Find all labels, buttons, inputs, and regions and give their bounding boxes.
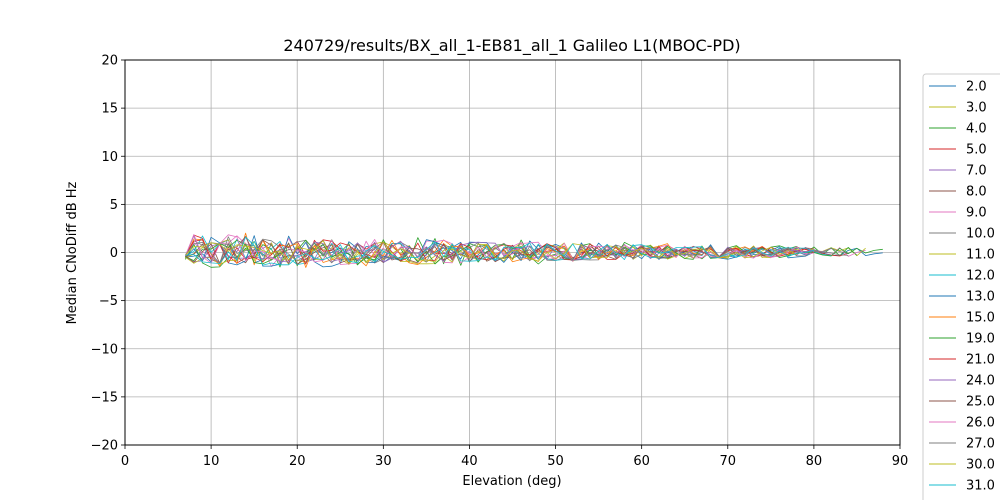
legend-label: 5.0 (966, 143, 987, 158)
y-tick-label: 5 (110, 198, 118, 213)
y-tick-label: 0 (110, 246, 118, 261)
legend-label: 2.0 (966, 80, 987, 95)
legend-label: 25.0 (966, 395, 995, 410)
y-tick-label: −15 (91, 390, 118, 405)
chart-title: 240729/results/BX_all_1-EB81_all_1 Galil… (283, 36, 740, 56)
series-line (184, 236, 849, 264)
series-line (184, 235, 832, 264)
x-tick-label: 0 (121, 454, 129, 469)
plot-series (184, 232, 883, 268)
legend: 2.0 3.0 4.0 5.0 7.0 8.0 9.0 10.0 11.0 12.0 13.0 15.… (922, 73, 1000, 500)
y-tick-label: −5 (99, 294, 118, 309)
series-line (185, 240, 797, 265)
legend-label: 8.0 (966, 185, 987, 200)
y-tick-label: −20 (91, 439, 118, 454)
legend-label: 3.0 (966, 101, 987, 116)
x-tick-label: 60 (633, 454, 650, 469)
legend-label: 9.0 (966, 206, 987, 221)
legend-label: 24.0 (966, 374, 995, 389)
legend-label: 7.0 (966, 164, 987, 179)
legend-label: 19.0 (966, 332, 995, 347)
y-tick-label: −10 (91, 342, 118, 357)
legend-label: 11.0 (966, 248, 995, 263)
legend-label: 13.0 (966, 290, 995, 305)
x-tick-label: 40 (461, 454, 478, 469)
legend-label: 4.0 (966, 122, 987, 137)
x-axis-label: Elevation (deg) (462, 474, 561, 489)
legend-label: 15.0 (966, 311, 995, 326)
x-tick-label: 20 (289, 454, 306, 469)
legend-label: 21.0 (966, 353, 995, 368)
x-tick-label: 70 (720, 454, 737, 469)
axis-ticks: 0 10 20 30 40 50 60 70 80 90 −20 −15 −10 −5 0 5 10 15 20 (91, 54, 909, 470)
series-line (185, 236, 815, 266)
x-tick-label: 80 (806, 454, 823, 469)
legend-label: 31.0 (966, 479, 995, 494)
x-tick-label: 90 (892, 454, 909, 469)
legend-label: 30.0 (966, 458, 995, 473)
y-tick-label: 15 (101, 102, 118, 117)
x-tick-label: 10 (203, 454, 220, 469)
legend-label: 27.0 (966, 437, 995, 452)
legend-label: 12.0 (966, 269, 995, 284)
legend-label: 10.0 (966, 227, 995, 242)
y-tick-label: 20 (101, 54, 118, 69)
y-axis-label: Median CNoDiff dB Hz (65, 181, 80, 324)
series-line (185, 236, 797, 265)
x-tick-label: 50 (547, 454, 564, 469)
legend-label: 26.0 (966, 416, 995, 431)
legend-box (922, 73, 1000, 500)
series-line (184, 233, 814, 265)
y-tick-label: 10 (101, 150, 118, 165)
x-tick-label: 30 (375, 454, 392, 469)
